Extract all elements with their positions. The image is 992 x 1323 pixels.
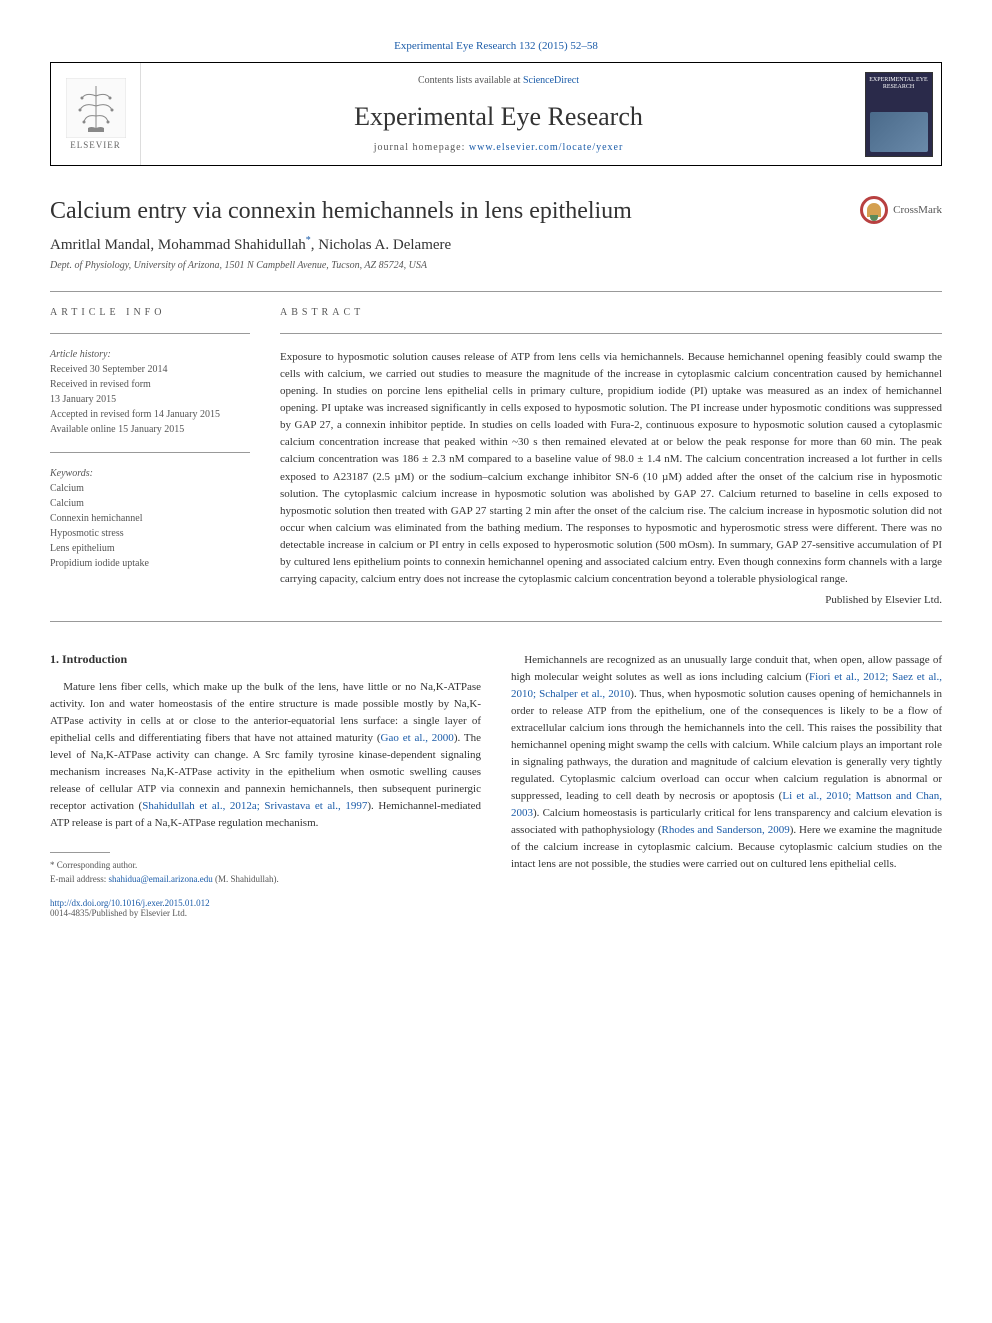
contents-list: Contents lists available at ScienceDirec…: [161, 75, 836, 86]
intro-para-1: Mature lens fiber cells, which make up t…: [50, 679, 481, 832]
intro-para-2: Hemichannels are recognized as an unusua…: [511, 652, 942, 874]
abstract-heading: ABSTRACT: [280, 307, 942, 318]
doi-link[interactable]: http://dx.doi.org/10.1016/j.exer.2015.01…: [50, 898, 481, 908]
ref-shahidullah-2012[interactable]: Shahidullah et al., 2012a; Srivastava et…: [142, 800, 367, 812]
authors-post: , Nicholas A. Delamere: [311, 237, 451, 253]
history-label: Article history:: [50, 349, 250, 360]
contents-prefix: Contents lists available at: [418, 75, 523, 86]
journal-name: Experimental Eye Research: [161, 102, 836, 132]
authors-pre: Amritlal Mandal, Mohammad Shahidullah: [50, 237, 306, 253]
sciencedirect-link[interactable]: ScienceDirect: [523, 75, 579, 86]
citation-link[interactable]: Experimental Eye Research 132 (2015) 52–…: [50, 40, 942, 52]
elsevier-tree-icon: [66, 78, 126, 138]
authors: Amritlal Mandal, Mohammad Shahidullah*, …: [50, 235, 942, 254]
article-title: Calcium entry via connexin hemichannels …: [50, 196, 840, 227]
cover-image: [870, 112, 928, 152]
email-suffix: (M. Shahidullah).: [213, 874, 279, 884]
keywords-label: Keywords:: [50, 468, 250, 479]
header-center: Contents lists available at ScienceDirec…: [141, 63, 856, 165]
email-label: E-mail address:: [50, 874, 108, 884]
cover-title: EXPERIMENTAL EYE RESEARCH: [866, 73, 932, 95]
divider: [50, 621, 942, 622]
ref-rhodes-2009[interactable]: Rhodes and Sanderson, 2009: [662, 824, 790, 836]
published-by: Published by Elsevier Ltd.: [280, 594, 942, 606]
elsevier-label: ELSEVIER: [70, 140, 121, 150]
journal-header: ELSEVIER Contents lists available at Sci…: [50, 62, 942, 166]
column-left: 1. Introduction Mature lens fiber cells,…: [50, 652, 481, 918]
section-1-heading: 1. Introduction: [50, 652, 481, 667]
journal-cover: EXPERIMENTAL EYE RESEARCH: [856, 63, 941, 165]
divider: [50, 291, 942, 292]
homepage-link[interactable]: www.elsevier.com/locate/yexer: [469, 142, 623, 153]
article-info: ARTICLE INFO Article history: Received 3…: [50, 307, 250, 606]
abstract: ABSTRACT Exposure to hyposmotic solution…: [280, 307, 942, 606]
copyright: 0014-4835/Published by Elsevier Ltd.: [50, 908, 481, 918]
email-footnote: E-mail address: shahidua@email.arizona.e…: [50, 873, 481, 887]
article-info-heading: ARTICLE INFO: [50, 307, 250, 318]
ref-gao-2000[interactable]: Gao et al., 2000: [381, 732, 454, 744]
corresponding-footnote: * Corresponding author.: [50, 859, 481, 873]
crossmark-label: CrossMark: [893, 204, 942, 216]
journal-homepage: journal homepage: www.elsevier.com/locat…: [161, 142, 836, 153]
footnote-divider: [50, 852, 110, 853]
history-text: Received 30 September 2014 Received in r…: [50, 362, 250, 437]
divider: [50, 452, 250, 453]
abstract-text: Exposure to hyposmotic solution causes r…: [280, 349, 942, 588]
homepage-prefix: journal homepage:: [374, 142, 469, 153]
elsevier-logo: ELSEVIER: [51, 63, 141, 165]
column-right: Hemichannels are recognized as an unusua…: [511, 652, 942, 918]
affiliation: Dept. of Physiology, University of Arizo…: [50, 260, 942, 271]
keywords-text: Calcium Calcium Connexin hemichannel Hyp…: [50, 481, 250, 571]
divider: [50, 333, 250, 334]
email-link[interactable]: shahidua@email.arizona.edu: [108, 874, 212, 884]
divider: [280, 333, 942, 334]
crossmark-icon: [860, 196, 888, 224]
crossmark-badge[interactable]: CrossMark: [860, 196, 942, 224]
